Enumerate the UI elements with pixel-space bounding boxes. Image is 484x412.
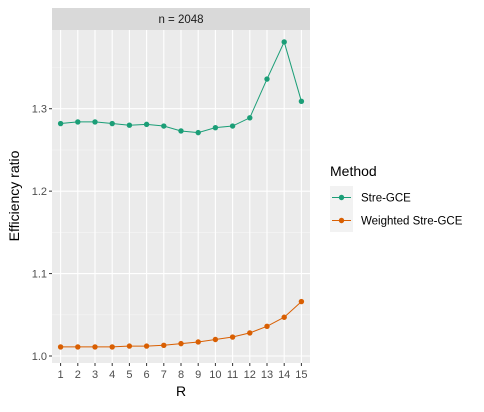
x-tick-label: 15	[295, 369, 307, 381]
y-tick-label: 1.1	[32, 269, 47, 281]
data-point	[229, 123, 236, 129]
data-point	[264, 76, 270, 82]
series-layer	[57, 39, 305, 350]
data-point	[92, 344, 98, 350]
data-point	[178, 128, 184, 134]
legend: Method Stre-GCE Weighted Stre-GCE	[330, 163, 463, 232]
data-point	[212, 336, 219, 343]
x-tick-label: 3	[92, 369, 98, 381]
data-point	[126, 122, 133, 128]
y-tick-label: 1.2	[32, 186, 47, 198]
x-tick-label: 6	[144, 369, 150, 381]
x-tick-label: 5	[126, 369, 132, 381]
x-tick-label: 9	[195, 369, 201, 381]
data-point	[92, 119, 98, 125]
data-point	[109, 344, 115, 350]
x-tick-label: 11	[227, 369, 238, 381]
data-point	[281, 314, 287, 320]
x-tick-label: 13	[261, 369, 273, 381]
x-tick-label: 7	[161, 369, 167, 381]
x-tick-label: 14	[278, 369, 290, 381]
y-tick-label: 1.0	[32, 351, 47, 363]
data-point	[195, 129, 201, 136]
data-point	[143, 343, 150, 349]
data-point	[229, 334, 236, 340]
data-point	[75, 344, 81, 350]
data-point	[75, 119, 81, 125]
data-point	[178, 340, 184, 347]
x-axis: 1 2 3 4 5 6 7 8 9 10 11 12 13 14 15	[58, 363, 308, 381]
data-point	[281, 39, 287, 45]
x-axis-title: R	[176, 383, 186, 399]
data-point	[57, 344, 64, 350]
x-tick-label: 1	[58, 369, 64, 381]
data-point	[247, 330, 253, 336]
x-tick-label: 8	[178, 369, 184, 381]
legend-keys: Stre-GCE Weighted Stre-GCE	[330, 186, 463, 232]
facet-label: n = 2048	[158, 14, 203, 26]
facet-strip	[52, 8, 310, 30]
data-point	[298, 298, 305, 305]
data-point	[57, 120, 64, 127]
data-point	[126, 343, 133, 349]
data-point	[212, 124, 219, 131]
data-point	[264, 323, 270, 330]
y-axis-title: Efficiency ratio	[6, 150, 22, 241]
legend-label: Stre-GCE	[361, 193, 411, 205]
x-tick-label: 10	[209, 369, 221, 381]
data-point	[143, 121, 150, 128]
legend-key-point	[338, 217, 345, 224]
data-point	[298, 98, 305, 104]
data-point	[195, 339, 201, 345]
x-tick-label: 2	[75, 369, 81, 381]
x-tick-label: 4	[109, 369, 115, 381]
x-tick-label: 12	[244, 369, 256, 381]
y-axis: 1.0 1.1 1.2 1.3	[32, 104, 52, 363]
legend-key-point	[338, 194, 345, 201]
major-gridlines	[52, 30, 310, 363]
data-point	[161, 342, 167, 348]
data-point	[109, 120, 115, 127]
legend-title: Method	[330, 163, 377, 179]
data-point	[161, 123, 167, 129]
y-tick-label: 1.3	[32, 104, 47, 116]
legend-label: Weighted Stre-GCE	[361, 216, 463, 228]
data-point	[247, 115, 253, 121]
